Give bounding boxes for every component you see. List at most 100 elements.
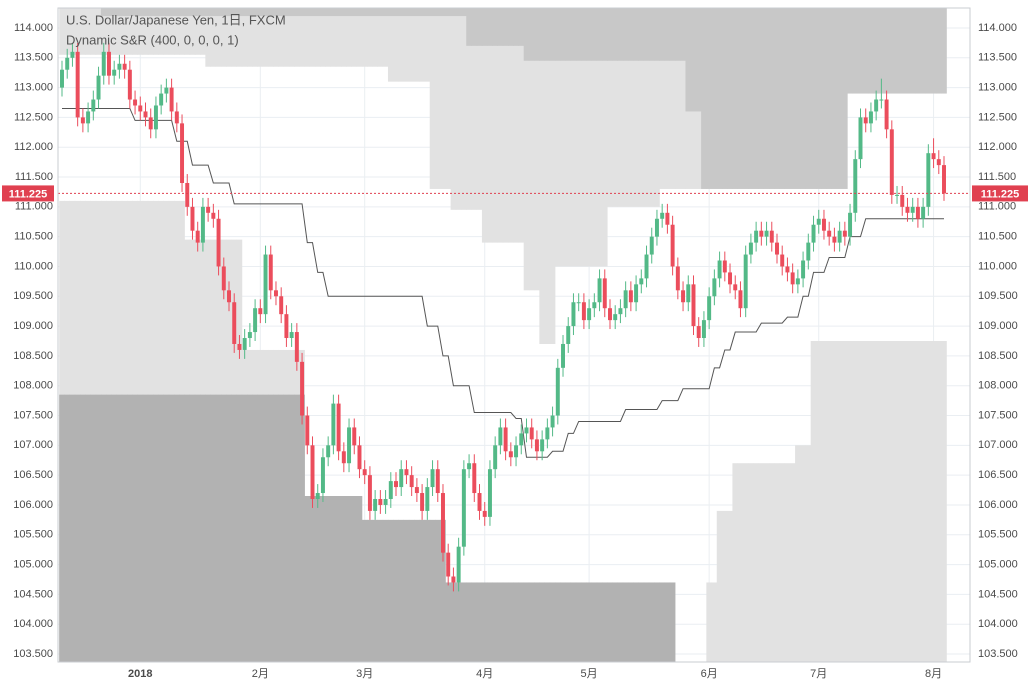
zone-band — [716, 510, 723, 662]
candle-body — [237, 343, 242, 350]
candle-body — [921, 206, 926, 219]
candle-body — [644, 254, 649, 279]
zone-band — [659, 8, 665, 189]
zone-band — [815, 8, 822, 189]
y-tick-label: 109.000 — [13, 320, 53, 332]
y-tick-label: 106.000 — [13, 499, 53, 511]
candle-body — [91, 99, 96, 112]
candle-body — [305, 415, 310, 446]
y-tick-label: 107.500 — [978, 409, 1018, 421]
zone-band — [523, 8, 530, 61]
candle-body — [743, 254, 748, 309]
zone-band — [440, 519, 446, 662]
candle-body — [895, 194, 900, 196]
candle-body — [545, 427, 550, 440]
zone-band — [445, 8, 452, 189]
candle-body — [300, 361, 305, 416]
candle-body — [931, 153, 936, 160]
zone-band — [784, 463, 791, 662]
zone-band — [367, 519, 373, 662]
candle-body — [529, 427, 534, 440]
candle-body — [634, 284, 639, 303]
candle-body — [874, 99, 879, 112]
candle-body — [842, 230, 847, 237]
x-tick-label: 8月 — [925, 668, 942, 680]
zone-band — [153, 8, 159, 55]
zone-band — [628, 8, 634, 61]
zone-band — [299, 8, 305, 17]
candle-body — [294, 332, 299, 362]
candle-body — [576, 302, 581, 304]
y-tick-label: 107.000 — [978, 439, 1018, 451]
zone-band — [241, 394, 248, 662]
y-tick-label: 114.000 — [14, 22, 53, 34]
zone-band — [273, 394, 279, 662]
zone-band — [648, 8, 655, 207]
candle-body — [148, 117, 153, 130]
zone-band — [690, 8, 697, 112]
zone-band — [508, 582, 514, 662]
candle-body — [112, 69, 117, 76]
zone-band — [137, 8, 144, 17]
y-tick-label: 111.500 — [978, 171, 1016, 183]
zone-band — [429, 8, 436, 189]
candle-body — [832, 236, 837, 243]
zone-band — [330, 8, 337, 17]
zone-band — [419, 8, 425, 17]
candle-body — [357, 445, 362, 470]
zone-band — [466, 582, 472, 662]
candle-body — [675, 266, 680, 291]
zone-band — [721, 510, 728, 662]
zone-band — [382, 8, 389, 67]
zone-band — [481, 8, 488, 46]
candle-body — [253, 308, 258, 333]
zone-band — [440, 8, 446, 189]
y-tick-label: 105.500 — [13, 529, 53, 541]
zone-band — [534, 8, 540, 61]
zone-band — [163, 8, 170, 55]
zone-band — [64, 394, 71, 662]
candle-body — [519, 433, 524, 446]
zone-band — [220, 8, 227, 67]
candle-body — [769, 230, 774, 243]
zone-band — [873, 8, 879, 94]
zone-band — [341, 8, 347, 67]
zone-band — [492, 8, 498, 46]
zone-band — [842, 340, 848, 662]
zone-band — [878, 340, 885, 662]
candle-body — [65, 57, 70, 70]
zone-band — [941, 8, 947, 94]
zone-band — [461, 8, 467, 17]
zone-band — [607, 582, 613, 662]
zone-band — [429, 519, 436, 662]
candle-body — [362, 469, 367, 476]
zone-band — [581, 582, 587, 662]
zone-band — [257, 8, 264, 67]
zone-band — [581, 8, 587, 61]
zone-band — [434, 8, 441, 17]
candle-body — [503, 427, 508, 452]
x-tick-label: 2月 — [252, 668, 269, 680]
zone-band — [194, 8, 201, 55]
zone-band — [742, 463, 749, 662]
zone-band — [351, 8, 358, 67]
zone-band — [487, 582, 493, 662]
candle-body — [550, 415, 555, 428]
candle-body — [232, 302, 237, 344]
zone-band — [85, 394, 91, 662]
zone-band — [534, 582, 540, 662]
zone-band — [168, 394, 175, 662]
y-tick-label: 104.000 — [978, 618, 1018, 630]
zone-band — [445, 582, 452, 662]
zone-band — [351, 8, 358, 17]
zone-band — [299, 394, 305, 662]
candle-body — [566, 326, 571, 344]
candle-body — [247, 332, 252, 339]
zone-band — [205, 8, 211, 67]
candle-body — [540, 439, 545, 452]
zone-band — [544, 8, 551, 344]
zone-band — [163, 8, 170, 17]
zone-band — [434, 519, 441, 662]
zone-band — [570, 8, 577, 267]
zone-band — [758, 463, 765, 662]
